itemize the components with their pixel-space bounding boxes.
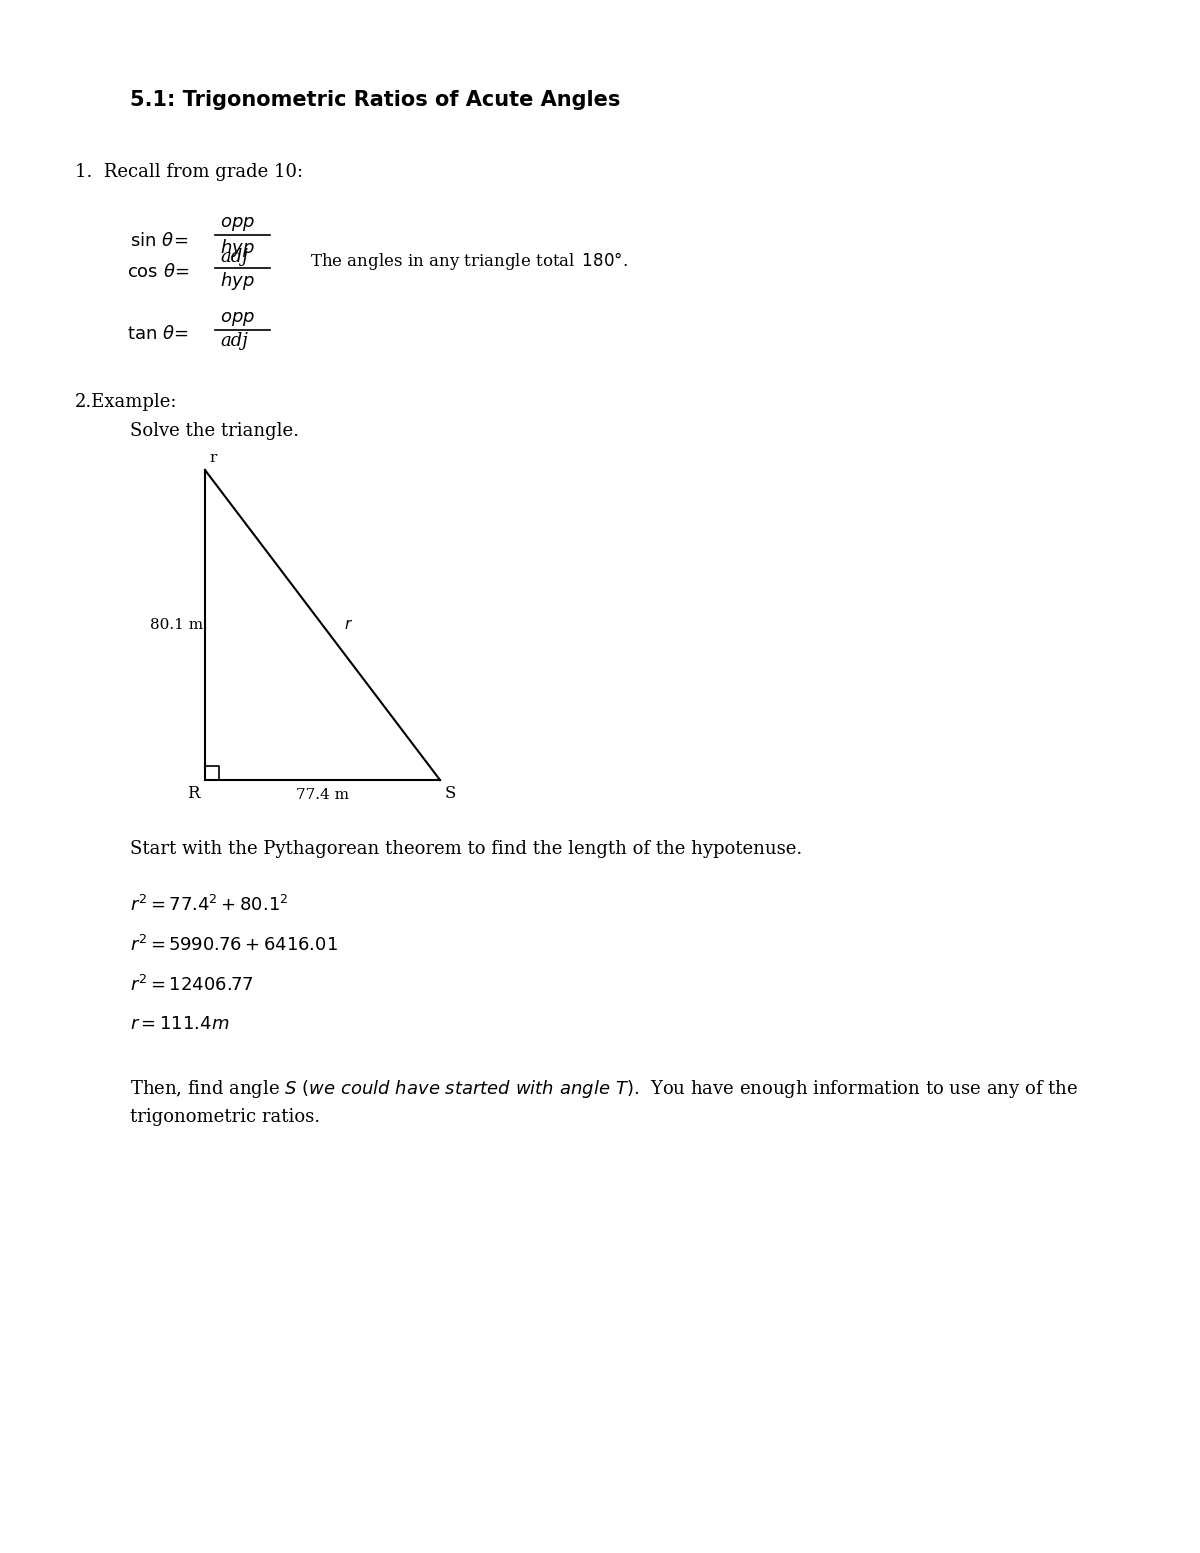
Text: $r^{2} = 5990.76 + 6416.01$: $r^{2} = 5990.76 + 6416.01$ — [130, 935, 338, 955]
Text: 5.1: Trigonometric Ratios of Acute Angles: 5.1: Trigonometric Ratios of Acute Angle… — [130, 90, 620, 110]
Text: Then, find angle $S$ $\mathit{(we\ could\ have\ started\ with\ angle\ T)}$.  You: Then, find angle $S$ $\mathit{(we\ could… — [130, 1078, 1078, 1100]
Text: trigonometric ratios.: trigonometric ratios. — [130, 1107, 320, 1126]
Text: The angles in any triangle total $\,180°$.: The angles in any triangle total $\,180°… — [310, 250, 628, 272]
Text: Start with the Pythagorean theorem to find the length of the hypotenuse.: Start with the Pythagorean theorem to fi… — [130, 840, 803, 857]
Text: R: R — [187, 784, 199, 801]
Text: $r^{2} = 77.4^{2} + 80.1^{2}$: $r^{2} = 77.4^{2} + 80.1^{2}$ — [130, 895, 288, 915]
Text: $\mathit{r}$: $\mathit{r}$ — [344, 618, 354, 632]
Text: $r = 111.4\mathit{m}$: $r = 111.4\mathit{m}$ — [130, 1016, 229, 1033]
Text: $\mathit{hyp}$: $\mathit{hyp}$ — [220, 238, 254, 259]
Text: $\sin\,\theta\!=\!$: $\sin\,\theta\!=\!$ — [130, 231, 188, 250]
Text: adj: adj — [220, 248, 248, 266]
Text: r: r — [209, 450, 216, 464]
Text: 1.  Recall from grade 10:: 1. Recall from grade 10: — [74, 163, 304, 182]
Text: $\mathit{opp}$: $\mathit{opp}$ — [220, 311, 256, 328]
Text: $\tan\,\theta\!=\!$: $\tan\,\theta\!=\!$ — [127, 325, 190, 343]
Text: $\mathit{opp}$: $\mathit{opp}$ — [220, 214, 256, 233]
Text: S: S — [445, 784, 456, 801]
Text: 2.Example:: 2.Example: — [74, 393, 178, 412]
Text: Solve the triangle.: Solve the triangle. — [130, 422, 299, 439]
Text: $\cos\,\theta\!=\!$: $\cos\,\theta\!=\!$ — [127, 262, 190, 281]
Text: adj: adj — [220, 332, 248, 349]
Text: 80.1 m: 80.1 m — [150, 618, 203, 632]
Text: 77.4 m: 77.4 m — [296, 787, 349, 801]
Text: $\mathit{hyp}$: $\mathit{hyp}$ — [220, 270, 254, 292]
Text: $r^{2} = 12406.77$: $r^{2} = 12406.77$ — [130, 975, 253, 995]
